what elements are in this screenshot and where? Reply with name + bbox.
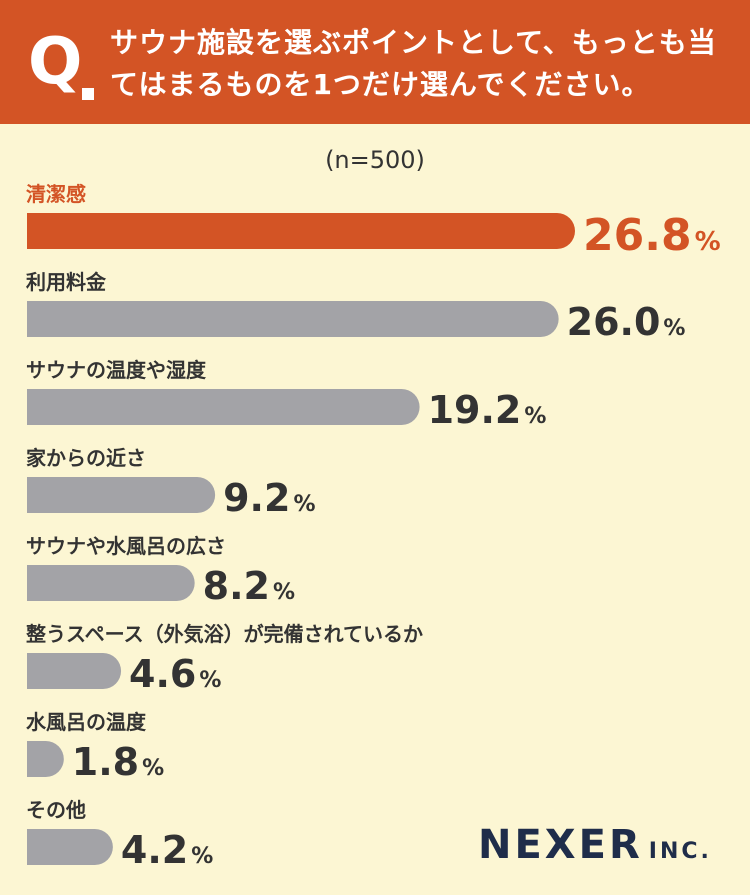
bar-cap <box>27 301 45 337</box>
value-label: 1.8% <box>72 740 164 784</box>
sample-size: (n=500) <box>325 146 425 174</box>
value-unit: % <box>191 844 213 869</box>
value-label: 8.2% <box>203 564 295 608</box>
logo-main: NEXER <box>478 822 643 868</box>
q-mark: Q <box>28 25 83 99</box>
bar-cap <box>27 389 45 425</box>
bar-cap <box>27 565 45 601</box>
value-label: 4.6% <box>129 652 221 696</box>
value-label: 26.8% <box>583 210 721 261</box>
bar <box>27 213 575 249</box>
value-label: 26.0% <box>567 300 686 344</box>
value-number: 19.2 <box>428 388 522 432</box>
nexer-logo: NEXER INC. <box>478 822 712 868</box>
value-unit: % <box>663 316 685 341</box>
category-label: 清潔感 <box>26 182 86 206</box>
value-number: 1.8 <box>72 740 139 784</box>
value-unit: % <box>142 756 164 781</box>
category-label: その他 <box>26 798 86 822</box>
value-number: 26.0 <box>567 300 661 344</box>
category-label: 整うスペース（外気浴）が完備されているか <box>25 622 423 646</box>
value-label: 4.2% <box>121 828 213 872</box>
bar <box>27 565 195 601</box>
value-unit: % <box>524 404 546 429</box>
value-number: 8.2 <box>203 564 270 608</box>
logo-suffix: INC. <box>648 839 712 864</box>
value-number: 4.6 <box>129 652 196 696</box>
bar <box>27 829 113 865</box>
value-unit: % <box>293 492 315 517</box>
category-label: 家からの近さ <box>26 446 146 470</box>
bar <box>27 389 420 425</box>
q-dot <box>82 88 94 100</box>
category-label: 水風呂の温度 <box>26 710 147 734</box>
question-text: サウナ施設を選ぶポイントとして、もっとも当てはまるものを1つだけ選んでください。 <box>110 26 717 101</box>
bar-cap <box>27 477 45 513</box>
value-number: 9.2 <box>223 476 290 520</box>
bar-cap <box>27 741 45 777</box>
bar <box>27 301 559 337</box>
value-number: 26.8 <box>583 210 692 261</box>
category-label: 利用料金 <box>26 270 107 294</box>
value-label: 19.2% <box>428 388 547 432</box>
bar-cap <box>27 213 45 249</box>
category-label: サウナの温度や湿度 <box>26 358 207 382</box>
bar-cap <box>27 653 45 689</box>
bar-cap <box>27 829 45 865</box>
bar <box>27 653 122 689</box>
value-number: 4.2 <box>121 828 188 872</box>
question-header: Q サウナ施設を選ぶポイントとして、もっとも当てはまるものを1つだけ選んでくださ… <box>0 0 750 124</box>
category-label: サウナや水風呂の広さ <box>26 534 226 558</box>
value-unit: % <box>199 668 221 693</box>
value-unit: % <box>273 580 295 605</box>
bar <box>27 477 216 513</box>
value-label: 9.2% <box>223 476 315 520</box>
value-unit: % <box>695 227 721 257</box>
